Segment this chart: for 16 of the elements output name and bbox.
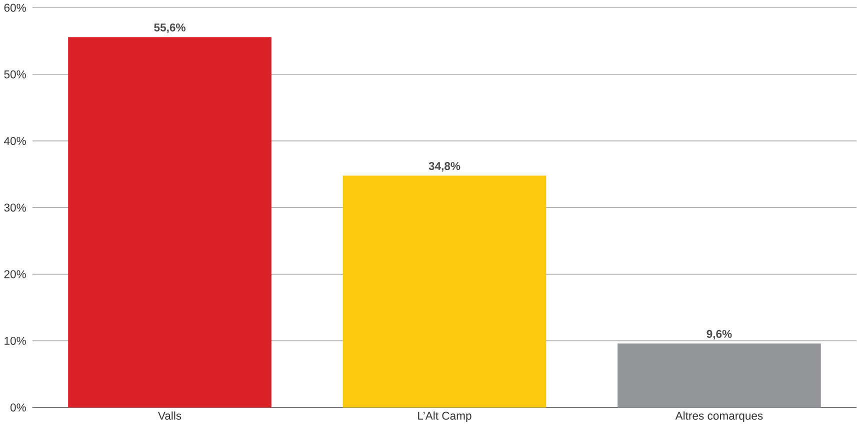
data-label: 9,6%: [706, 330, 732, 340]
x-tick-label: Valls: [158, 412, 182, 420]
x-tick-label: Altres comarques: [675, 412, 763, 422]
y-tick-label: 20%: [4, 270, 26, 278]
y-tick-label: 50%: [4, 70, 26, 78]
bar: [342, 176, 546, 408]
y-tick-label: 0%: [10, 404, 26, 412]
y-tick-label: 10%: [4, 337, 26, 345]
data-label: 55,6%: [154, 24, 186, 34]
y-tick-label: 30%: [4, 204, 26, 212]
data-label: 34,8%: [428, 162, 460, 172]
x-tick-label: L’Alt Camp: [418, 412, 472, 422]
bar: [618, 344, 821, 408]
y-tick-label: 40%: [4, 137, 26, 146]
y-tick-label: 60%: [4, 4, 26, 12]
bar: [68, 37, 272, 408]
